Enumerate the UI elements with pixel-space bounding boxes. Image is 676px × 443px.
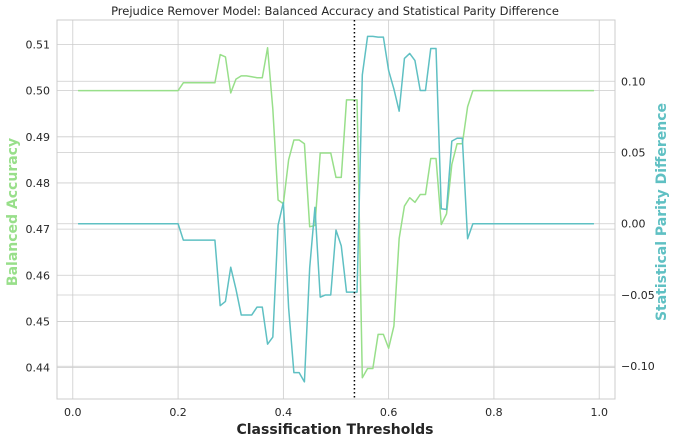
- x-tick-label: 0.6: [380, 406, 398, 419]
- right-y-tick-label: −0.10: [621, 360, 655, 373]
- left-y-axis-ticks: 0.44 0.45 0.46 0.47 0.48 0.49 0.50 0.51: [26, 38, 51, 374]
- right-y-axis-ticks: −0.10 −0.05 0.00 0.05 0.10: [621, 75, 655, 373]
- right-y-tick-label: −0.05: [621, 289, 655, 302]
- series-layer: [78, 35, 594, 383]
- right-y-axis-label: Statistical Parity Difference: [654, 103, 670, 321]
- left-y-axis-label: Balanced Accuracy: [5, 138, 21, 286]
- right-y-tick-label: 0.00: [621, 218, 646, 231]
- plot-border: [56, 19, 616, 400]
- left-y-tick-label: 0.49: [26, 131, 51, 144]
- balanced-accuracy-line: [78, 46, 594, 379]
- left-y-tick-label: 0.46: [26, 269, 51, 282]
- plot-frame: [56, 19, 616, 400]
- right-y-tick-label: 0.05: [621, 147, 646, 160]
- left-y-tick-label: 0.51: [26, 38, 51, 51]
- x-axis-label: Classification Thresholds: [236, 422, 433, 438]
- left-y-tick-label: 0.45: [26, 315, 51, 328]
- x-axis-ticks: 0.0 0.2 0.4 0.6 0.8 1.0: [64, 406, 608, 419]
- left-y-tick-label: 0.47: [26, 223, 51, 236]
- left-y-tick-label: 0.50: [26, 85, 51, 98]
- chart-title: Prejudice Remover Model: Balanced Accura…: [111, 4, 559, 18]
- right-y-tick-label: 0.10: [621, 75, 646, 88]
- x-tick-label: 0.8: [485, 406, 503, 419]
- x-tick-label: 0.0: [64, 406, 82, 419]
- x-tick-label: 0.4: [275, 406, 293, 419]
- left-y-tick-label: 0.48: [26, 177, 51, 190]
- x-tick-label: 1.0: [590, 406, 608, 419]
- left-y-tick-label: 0.44: [26, 362, 51, 375]
- x-tick-label: 0.2: [169, 406, 187, 419]
- statistical-parity-line: [78, 35, 594, 383]
